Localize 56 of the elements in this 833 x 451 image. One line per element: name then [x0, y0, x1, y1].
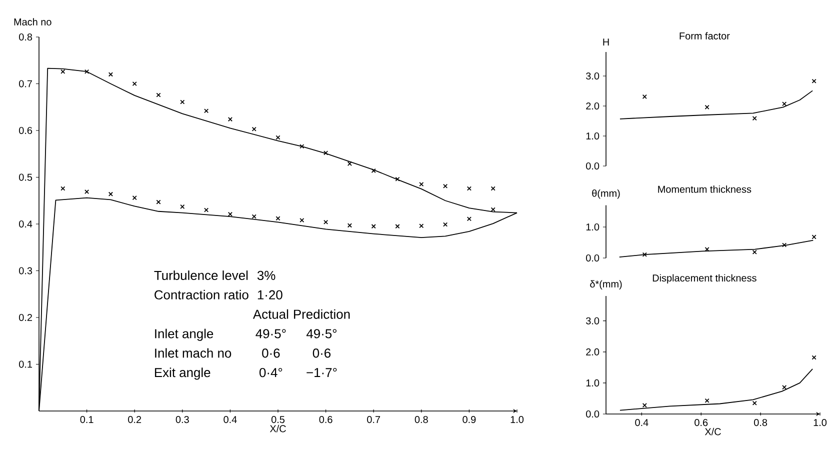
y-tick-label: 0.1 [19, 360, 32, 368]
y-tick-label: 0.8 [19, 33, 32, 41]
x-tick-label: 0.7 [367, 416, 380, 424]
annotation: 49·5° [306, 329, 337, 338]
chart-title: Displacement thickness [652, 274, 756, 284]
annotation: Inlet mach no [155, 348, 232, 358]
annotation: 0·6 [262, 348, 280, 358]
y-tick-label: 0.2 [19, 314, 32, 322]
y-tick-label: 0.0 [586, 410, 600, 418]
y-tick-label: 0.3 [19, 267, 32, 274]
annotation: Inlet angle [155, 328, 214, 341]
annotation: Exit angle [154, 368, 210, 380]
x-tick-label: 0.6 [694, 419, 708, 426]
annotation: 0·4° [259, 368, 282, 378]
x-axis-title: X/C [704, 428, 721, 436]
y-tick-label: 2.0 [586, 348, 600, 356]
y-tick-label: 1.0 [586, 223, 600, 231]
annotation: Prediction [294, 309, 350, 319]
y-axis-title: θ(mm) [592, 189, 620, 199]
x-tick-label: 0.2 [128, 416, 142, 424]
y-tick-label: 0.0 [586, 162, 600, 170]
x-tick-label: 0.5 [271, 416, 285, 424]
x-axis-title: X/C [270, 424, 286, 432]
x-tick-label: 0.6 [319, 416, 332, 424]
annotation: −1·7° [306, 368, 337, 378]
annotation: 3% [257, 270, 276, 280]
x-tick-label: 1.0 [814, 419, 827, 426]
y-tick-label: 3.0 [586, 72, 600, 80]
annotation: 49·5° [256, 329, 286, 338]
y-tick-label: 1.0 [586, 379, 600, 386]
y-axis-title: δ*(mm) [590, 280, 622, 290]
y-tick-label: 0.7 [19, 80, 32, 88]
annotation: Contraction ratio [154, 290, 248, 300]
x-tick-label: 0.8 [754, 419, 768, 426]
y-tick-label: 0.4 [19, 220, 32, 228]
x-tick-label: 0.4 [635, 419, 648, 426]
annotation: Turbulence level [154, 270, 248, 280]
y-axis-title: Mach no [14, 18, 52, 26]
x-tick-label: 0.1 [80, 416, 94, 424]
x-tick-label: 1.0 [510, 416, 524, 424]
x-tick-label: 0.9 [462, 416, 476, 424]
annotation: 1·20 [258, 290, 282, 300]
annotation: Actual [252, 309, 288, 319]
y-tick-label: 0.6 [19, 126, 32, 134]
x-tick-label: 0.3 [176, 416, 189, 424]
chart-title: Form factor [680, 32, 730, 40]
x-tick-label: 0.8 [414, 416, 428, 424]
x-tick-label: 0.4 [224, 416, 237, 424]
y-tick-label: 0.0 [586, 254, 600, 262]
chart-title: Momentum thickness [658, 185, 752, 193]
y-tick-label: 3.0 [586, 317, 600, 324]
y-axis-title: H [603, 38, 609, 46]
annotation: 0·6 [312, 348, 331, 358]
y-tick-label: 2.0 [586, 102, 600, 110]
y-tick-label: 1.0 [586, 132, 600, 140]
y-tick-label: 0.5 [19, 174, 32, 181]
